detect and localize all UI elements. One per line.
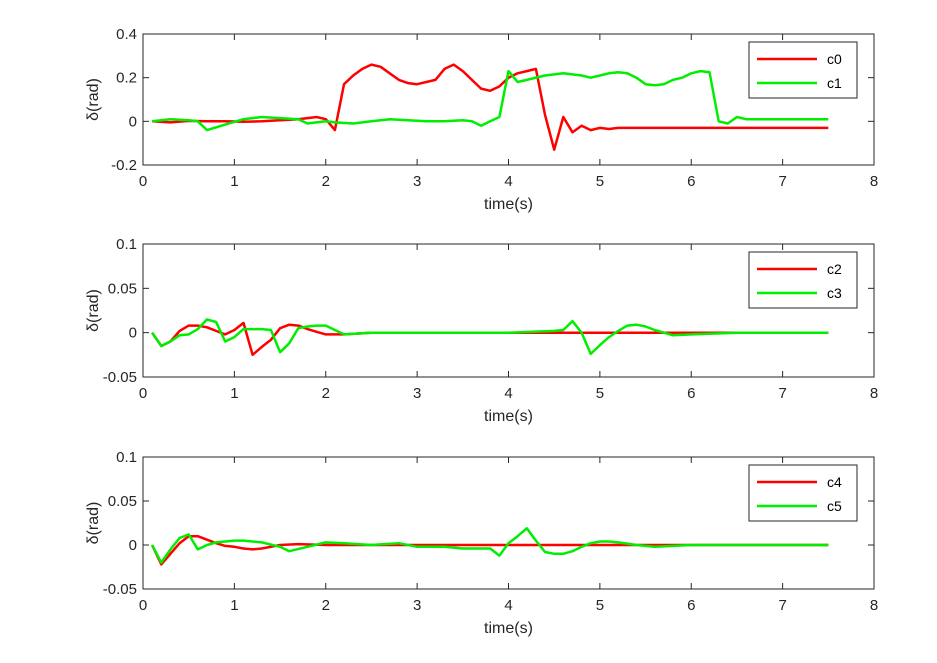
x-tick-label: 6 — [687, 173, 695, 190]
x-axis-label: time(s) — [484, 408, 533, 425]
legend: c4 c5 — [748, 464, 858, 522]
legend-label-c2: c2 — [827, 261, 842, 277]
x-tick-label: 0 — [139, 173, 147, 190]
x-tick-label: 2 — [322, 385, 330, 402]
y-tick-label: 0.05 — [108, 280, 137, 297]
legend-label-c4: c4 — [827, 474, 842, 490]
x-tick-label: 0 — [139, 597, 147, 614]
y-tick-label: 0.05 — [108, 493, 137, 510]
y-axis-label: δ(rad) — [85, 289, 102, 332]
x-tick-label: 8 — [870, 173, 878, 190]
x-tick-label: 6 — [687, 385, 695, 402]
legend-box — [748, 464, 858, 522]
y-tick-label: 0.1 — [116, 449, 137, 466]
x-tick-label: 4 — [504, 597, 512, 614]
y-tick-label: 0.1 — [116, 236, 137, 253]
y-tick-label: 0 — [129, 537, 137, 554]
y-tick-label: 0.4 — [116, 26, 137, 43]
x-tick-label: 1 — [230, 597, 238, 614]
y-axis-label: δ(rad) — [85, 78, 102, 121]
x-tick-label: 7 — [778, 173, 786, 190]
x-tick-label: 2 — [322, 597, 330, 614]
y-tick-label: 0 — [129, 113, 137, 130]
legend: c0 c1 — [748, 41, 858, 99]
x-tick-label: 8 — [870, 385, 878, 402]
legend: c2 c3 — [748, 251, 858, 309]
x-tick-label: 7 — [778, 385, 786, 402]
x-tick-label: 1 — [230, 385, 238, 402]
x-tick-label: 5 — [596, 385, 604, 402]
series-line-c1 — [151, 69, 829, 132]
y-tick-label: 0.2 — [116, 70, 137, 87]
x-tick-label: 4 — [504, 385, 512, 402]
x-axis-label: time(s) — [484, 196, 533, 213]
legend-box — [748, 251, 858, 309]
x-axis-label: time(s) — [484, 620, 533, 637]
y-tick-label: 0 — [129, 325, 137, 342]
x-tick-label: 2 — [322, 173, 330, 190]
x-tick-label: 7 — [778, 597, 786, 614]
x-tick-label: 3 — [413, 597, 421, 614]
series-line-c3 — [151, 318, 829, 356]
x-tick-label: 4 — [504, 173, 512, 190]
x-tick-label: 5 — [596, 173, 604, 190]
y-tick-label: -0.05 — [103, 369, 137, 386]
y-tick-label: -0.05 — [103, 581, 137, 598]
x-tick-label: 3 — [413, 173, 421, 190]
series-line-c4 — [150, 534, 829, 566]
x-tick-label: 1 — [230, 173, 238, 190]
y-axis-label: δ(rad) — [85, 502, 102, 545]
legend-label-c0: c0 — [827, 51, 842, 67]
x-tick-label: 5 — [596, 597, 604, 614]
x-tick-label: 3 — [413, 385, 421, 402]
legend-label-c1: c1 — [827, 75, 842, 91]
x-tick-label: 8 — [870, 597, 878, 614]
y-tick-label: -0.2 — [111, 157, 137, 174]
legend-label-c3: c3 — [827, 285, 842, 301]
legend-label-c5: c5 — [827, 498, 842, 514]
x-tick-label: 6 — [687, 597, 695, 614]
legend-box — [748, 41, 858, 99]
x-tick-label: 0 — [139, 385, 147, 402]
series-line-c5 — [150, 527, 829, 564]
